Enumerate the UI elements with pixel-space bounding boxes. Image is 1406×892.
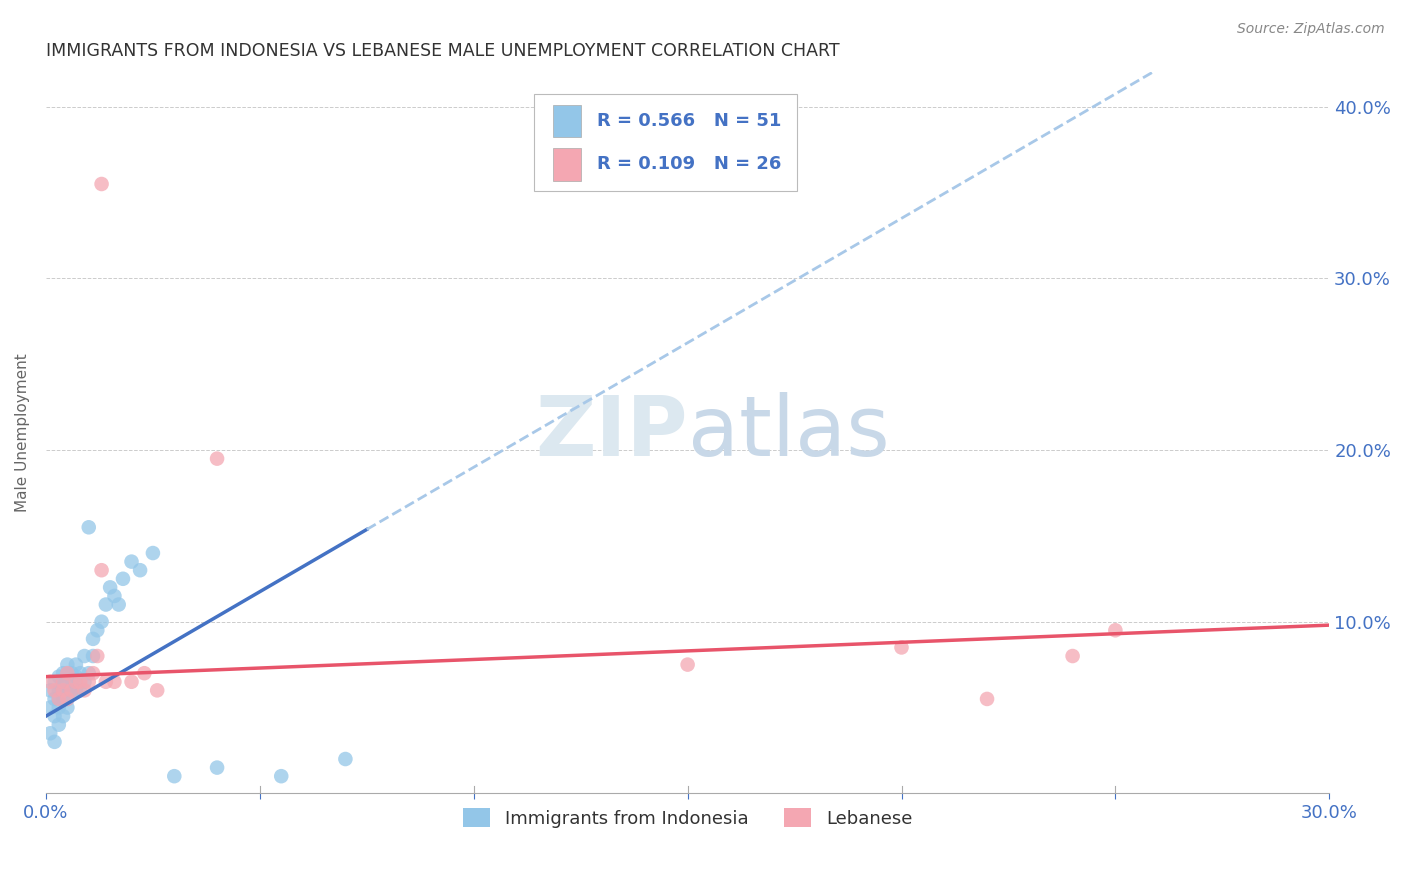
Point (129, 563, 152, 577)
Point (82, 632, 104, 646)
Point (86, 624, 108, 638)
Text: IMMIGRANTS FROM INDONESIA VS LEBANESE MALE UNEMPLOYMENT CORRELATION CHART: IMMIGRANTS FROM INDONESIA VS LEBANESE MA… (46, 42, 839, 60)
Point (82, 666, 104, 681)
Point (146, 683, 169, 698)
Point (44, 692, 66, 706)
FancyBboxPatch shape (553, 105, 581, 137)
Point (121, 674, 143, 689)
Text: atlas: atlas (688, 392, 890, 474)
Point (65, 683, 87, 698)
Legend: Immigrants from Indonesia, Lebanese: Immigrants from Indonesia, Lebanese (456, 801, 920, 835)
Point (56, 692, 79, 706)
Point (52, 683, 75, 698)
Point (1104, 624, 1126, 638)
Point (44, 683, 66, 698)
Point (1062, 648, 1084, 663)
Y-axis label: Male Unemployment: Male Unemployment (15, 353, 30, 512)
Text: R = 0.109   N = 26: R = 0.109 N = 26 (596, 155, 780, 173)
Point (60, 683, 83, 698)
Point (44, 709, 66, 723)
Point (52, 683, 75, 698)
Point (39, 674, 62, 689)
Point (98, 580, 121, 594)
Point (890, 640, 912, 655)
Point (103, 674, 125, 689)
Point (676, 657, 699, 672)
Point (90, 177, 112, 191)
Point (73, 674, 96, 689)
Point (48, 700, 70, 714)
Point (69, 666, 91, 681)
Point (94, 674, 117, 689)
Point (60, 666, 83, 681)
Point (52, 674, 75, 689)
Point (121, 555, 143, 569)
Point (56, 700, 79, 714)
Text: ZIP: ZIP (536, 392, 688, 474)
Point (48, 717, 70, 731)
Point (52, 692, 75, 706)
Point (82, 648, 104, 663)
Point (39, 683, 62, 698)
Point (56, 657, 79, 672)
Point (39, 700, 62, 714)
Point (73, 648, 96, 663)
Point (52, 666, 75, 681)
Point (48, 692, 70, 706)
Point (335, 752, 357, 766)
Point (90, 615, 112, 629)
Point (77, 674, 100, 689)
Point (60, 674, 83, 689)
FancyBboxPatch shape (553, 148, 581, 180)
Point (69, 674, 91, 689)
Point (270, 769, 292, 783)
Point (86, 648, 108, 663)
Point (65, 670, 87, 684)
Point (48, 692, 70, 706)
Text: R = 0.566   N = 51: R = 0.566 N = 51 (596, 112, 780, 130)
Point (94, 598, 117, 612)
Point (77, 666, 100, 681)
Point (56, 683, 79, 698)
Point (56, 674, 79, 689)
Point (65, 674, 87, 689)
Point (111, 572, 134, 586)
Point (134, 666, 156, 681)
Point (976, 692, 998, 706)
Point (163, 769, 186, 783)
Point (52, 674, 75, 689)
Point (142, 546, 165, 560)
Point (48, 683, 70, 698)
Point (90, 563, 112, 577)
Point (205, 761, 228, 775)
Point (60, 683, 83, 698)
Point (65, 657, 87, 672)
Point (107, 598, 129, 612)
FancyBboxPatch shape (534, 94, 797, 192)
Point (56, 666, 79, 681)
Point (103, 589, 125, 603)
Point (73, 683, 96, 698)
Point (56, 692, 79, 706)
Point (44, 674, 66, 689)
Point (205, 451, 228, 466)
Text: Source: ZipAtlas.com: Source: ZipAtlas.com (1237, 22, 1385, 37)
Point (39, 726, 62, 740)
Point (48, 670, 70, 684)
Point (52, 709, 75, 723)
Point (56, 666, 79, 681)
Point (77, 520, 100, 534)
Point (44, 735, 66, 749)
Point (69, 683, 91, 698)
